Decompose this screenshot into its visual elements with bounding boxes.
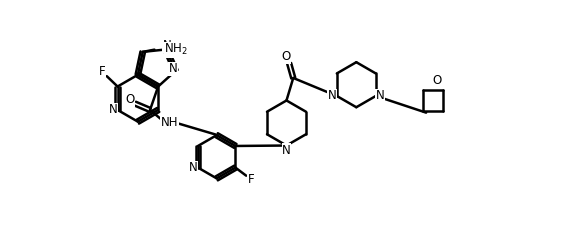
Text: N: N [189, 161, 198, 174]
Text: N: N [109, 103, 118, 116]
Text: O: O [281, 50, 290, 63]
Text: N: N [328, 90, 336, 103]
Text: O: O [433, 74, 442, 87]
Text: F: F [98, 65, 105, 78]
Text: NH: NH [161, 116, 178, 129]
Text: NH$_2$: NH$_2$ [164, 42, 188, 57]
Text: N: N [169, 62, 178, 75]
Text: N: N [282, 143, 291, 156]
Text: N: N [376, 90, 385, 103]
Text: N: N [163, 39, 172, 52]
Text: F: F [248, 173, 254, 186]
Text: O: O [126, 93, 135, 106]
